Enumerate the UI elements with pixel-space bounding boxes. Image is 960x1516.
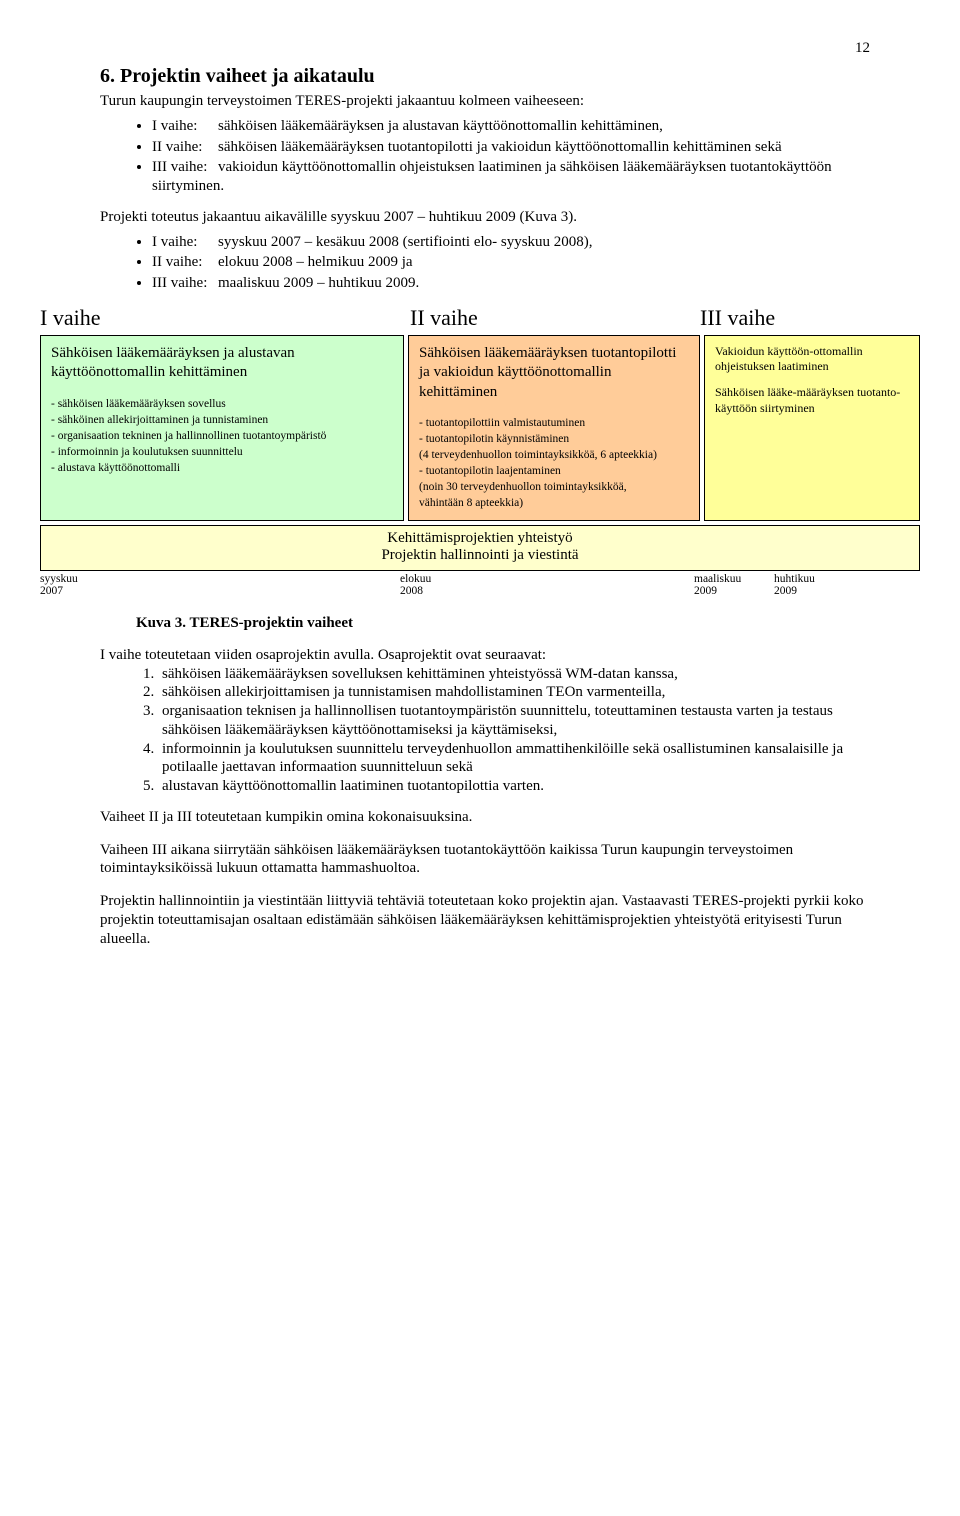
after-intro: I vaihe toteutetaan viiden osaprojektin …: [100, 646, 880, 665]
paragraph-3: Projektin hallinnointiin ja viestintään …: [100, 892, 880, 948]
list-item: alustavan käyttöönottomallin laatiminen …: [158, 777, 880, 796]
box-chunk-2: Sähköisen lääke-määräyksen tuotanto-käyt…: [715, 385, 909, 416]
item: (noin 30 terveydenhuollon toimintayksikk…: [419, 480, 689, 495]
item: - tuotantopilotin laajentaminen: [419, 464, 689, 479]
intro-2: Projekti toteutus jakaantuu aikavälille …: [100, 208, 880, 227]
list-item: I vaihe:syyskuu 2007 – kesäkuu 2008 (ser…: [152, 233, 880, 252]
list-item: sähköisen allekirjoittamisen ja tunnista…: [158, 683, 880, 702]
list-item: sähköisen lääkemääräyksen sovelluksen ke…: [158, 665, 880, 684]
phase-2-heading: II vaihe: [410, 305, 700, 331]
bar-line-1: Kehittämisprojektien yhteistyö: [41, 530, 919, 547]
text: syyskuu 2007 – kesäkuu 2008 (sertifioint…: [218, 234, 593, 250]
phase-3-heading: III vaihe: [700, 305, 920, 331]
phase-1-box: Sähköisen lääkemääräyksen ja alustavan k…: [40, 335, 404, 521]
item: - organisaation tekninen ja hallinnollin…: [51, 429, 393, 444]
text: maaliskuu 2009 – huhtikuu 2009.: [218, 275, 419, 291]
timeline-b: elokuu2008: [400, 573, 694, 597]
item: - tuotantopilottiin valmistautuminen: [419, 416, 689, 431]
box-items: - sähköisen lääkemääräyksen sovellus - s…: [51, 397, 393, 476]
phase-2-box: Sähköisen lääkemääräyksen tuotantopilott…: [408, 335, 700, 521]
item: - sähköisen lääkemääräyksen sovellus: [51, 397, 393, 412]
text: vakioidun käyttöönottomallin ohjeistukse…: [152, 159, 832, 194]
section-heading: 6. Projektin vaiheet ja aikataulu: [100, 65, 880, 88]
list-item: informoinnin ja koulutuksen suunnittelu …: [158, 740, 880, 778]
item: (4 terveydenhuollon toimintayksikköä, 6 …: [419, 448, 689, 463]
paragraph-1: Vaiheet II ja III toteutetaan kumpikin o…: [100, 808, 880, 827]
bar-line-2: Projektin hallinnointi ja viestintä: [41, 547, 919, 564]
list-item: III vaihe:maaliskuu 2009 – huhtikuu 2009…: [152, 274, 880, 293]
item: - tuotantopilotin käynnistäminen: [419, 432, 689, 447]
timeline: syyskuu2007 elokuu2008 maaliskuu2009 huh…: [40, 573, 920, 597]
item: - informoinnin ja koulutuksen suunnittel…: [51, 445, 393, 460]
list-item: II vaihe:sähköisen lääkemääräyksen tuota…: [152, 138, 880, 157]
list-item: organisaation teknisen ja hallinnollisen…: [158, 702, 880, 740]
label: I vaihe:: [152, 233, 218, 252]
bullets-2: I vaihe:syyskuu 2007 – kesäkuu 2008 (ser…: [100, 233, 880, 293]
paragraph-2: Vaiheen III aikana siirrytään sähköisen …: [100, 841, 880, 879]
numbered-list: sähköisen lääkemääräyksen sovelluksen ke…: [100, 665, 880, 796]
phase-3-box: Vakioidun käyttöön-ottomallin ohjeistuks…: [704, 335, 920, 521]
shared-bar: Kehittämisprojektien yhteistyö Projektin…: [40, 525, 920, 571]
page-number: 12: [100, 40, 880, 57]
label: III vaihe:: [152, 158, 218, 177]
label: III vaihe:: [152, 274, 218, 293]
box-items: - tuotantopilottiin valmistautuminen - t…: [419, 416, 689, 511]
timeline-a: syyskuu2007: [40, 573, 400, 597]
phase-headings: I vaihe II vaihe III vaihe: [40, 305, 920, 331]
box-lead: Sähköisen lääkemääräyksen ja alustavan k…: [51, 344, 393, 383]
timeline-d: huhtikuu2009: [774, 573, 920, 597]
text: elokuu 2008 – helmikuu 2009 ja: [218, 254, 413, 270]
list-item: I vaihe:sähköisen lääkemääräyksen ja alu…: [152, 117, 880, 136]
item: - sähköinen allekirjoittaminen ja tunnis…: [51, 413, 393, 428]
item: - alustava käyttöönottomalli: [51, 461, 393, 476]
label: I vaihe:: [152, 117, 218, 136]
intro-1: Turun kaupungin terveystoimen TERES-proj…: [100, 92, 880, 111]
phase-diagram: Sähköisen lääkemääräyksen ja alustavan k…: [40, 335, 920, 521]
box-chunk-1: Vakioidun käyttöön-ottomallin ohjeistuks…: [715, 344, 909, 375]
list-item: II vaihe:elokuu 2008 – helmikuu 2009 ja: [152, 253, 880, 272]
box-lead: Sähköisen lääkemääräyksen tuotantopilott…: [419, 344, 689, 403]
timeline-c: maaliskuu2009: [694, 573, 774, 597]
item: vähintään 8 apteekkia): [419, 496, 689, 511]
figure-caption: Kuva 3. TERES-projektin vaiheet: [136, 615, 880, 632]
label: II vaihe:: [152, 253, 218, 272]
text: sähköisen lääkemääräyksen ja alustavan k…: [218, 118, 663, 134]
text: sähköisen lääkemääräyksen tuotantopilott…: [218, 139, 782, 155]
phase-1-heading: I vaihe: [40, 305, 410, 331]
bullets-1: I vaihe:sähköisen lääkemääräyksen ja alu…: [100, 117, 880, 196]
list-item: III vaihe:vakioidun käyttöönottomallin o…: [152, 158, 880, 196]
label: II vaihe:: [152, 138, 218, 157]
